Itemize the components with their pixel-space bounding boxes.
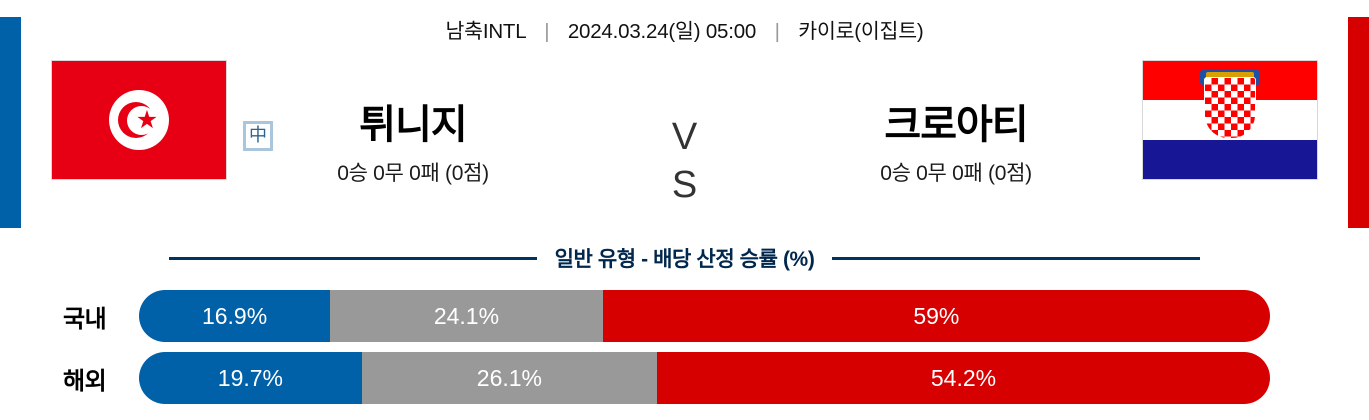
league-name: 남축INTL [445, 20, 526, 43]
tunisia-flag-icon: ★ [51, 60, 227, 180]
odds-bar-row-label: 해외 [63, 367, 107, 395]
croatia-flag-icon [1142, 60, 1318, 180]
odds-bar-row: 국내 16.9% 24.1% 59% [0, 290, 1369, 342]
teams-row: ★ 中 튀니지 0승 0무 0패 (0점) V S 크로아티 0승 0무 0패 … [0, 55, 1369, 220]
odds-segment-label: 59% [913, 302, 960, 329]
odds-bar-chart: 국내 16.9% 24.1% 59% 해외 19.7% 26.1% 54.2% [0, 290, 1369, 414]
odds-segment-draw[interactable]: 24.1% [330, 290, 603, 342]
odds-segment-home[interactable]: 16.9% [139, 290, 331, 342]
match-header: 남축INTL | 2024.03.24(일) 05:00 | 카이로(이집트) [0, 14, 1369, 44]
away-accent-bar [1348, 17, 1369, 228]
match-venue: 카이로(이집트) [798, 20, 924, 43]
vs-separator: V S [640, 113, 730, 209]
odds-segment-label: 16.9% [201, 302, 268, 329]
odds-segment-label: 54.2% [930, 364, 997, 391]
vs-line-1: V [671, 116, 698, 158]
neutral-venue-glyph: 中 [249, 125, 267, 146]
title-rule-right [832, 256, 1201, 260]
section-title-row: 일반 유형 - 배당 산정 승률 (%) [0, 243, 1369, 273]
header-separator-2: | [774, 20, 780, 43]
section-title: 일반 유형 - 배당 산정 승률 (%) [554, 248, 815, 271]
odds-segment-label: 24.1% [433, 302, 500, 329]
home-accent-bar [0, 17, 21, 228]
odds-bar-row: 해외 19.7% 26.1% 54.2% [0, 352, 1369, 404]
odds-segment-home[interactable]: 19.7% [139, 352, 362, 404]
odds-segment-label: 19.7% [217, 364, 284, 391]
away-team-record: 0승 0무 0패 (0점) [880, 162, 1032, 185]
home-team-name: 튀니지 [359, 103, 467, 147]
away-team[interactable]: 크로아티 0승 0무 0패 (0점) [786, 55, 1126, 187]
odds-segment-draw[interactable]: 26.1% [361, 352, 657, 404]
odds-segment-away[interactable]: 59% [602, 290, 1270, 342]
vs-line-2: S [671, 164, 698, 206]
match-datetime: 2024.03.24(일) 05:00 [567, 20, 757, 43]
odds-bar-track: 16.9% 24.1% 59% [139, 290, 1270, 342]
odds-segment-away[interactable]: 54.2% [657, 352, 1270, 404]
away-team-name: 크로아티 [884, 103, 1028, 147]
odds-bar-track: 19.7% 26.1% 54.2% [139, 352, 1270, 404]
home-team-record: 0승 0무 0패 (0점) [337, 162, 489, 185]
home-team[interactable]: 튀니지 0승 0무 0패 (0점) [243, 55, 583, 187]
odds-bar-row-label: 국내 [63, 305, 107, 333]
odds-segment-label: 26.1% [476, 364, 543, 391]
header-separator-1: | [544, 20, 550, 43]
title-rule-left [168, 256, 537, 260]
neutral-venue-icon: 中 [243, 121, 273, 151]
